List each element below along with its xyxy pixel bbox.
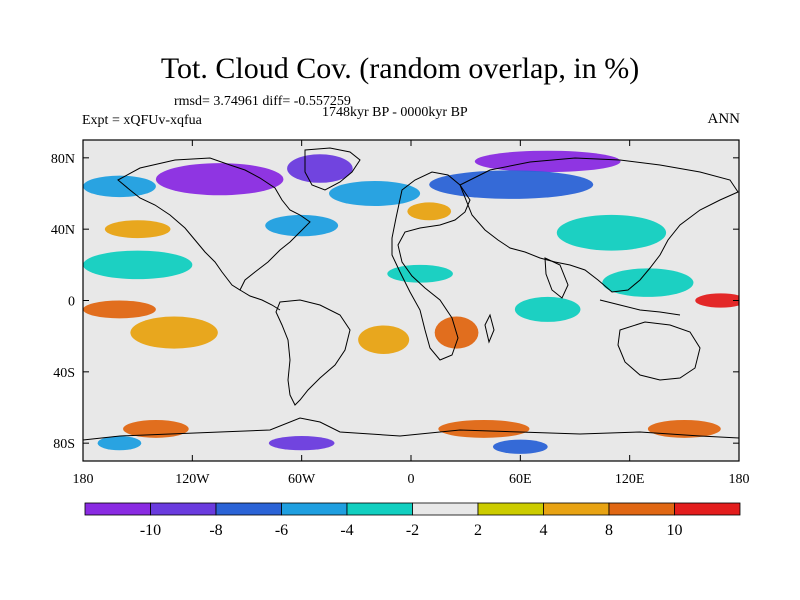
- anomaly-east-asia-band: [556, 214, 667, 251]
- coastline-central-america: [239, 289, 281, 311]
- anomaly-southern-ocean-warm-2: [438, 419, 530, 438]
- coastline-south-america: [275, 299, 351, 406]
- lat-tick-label: 0: [68, 295, 75, 310]
- anomaly-greenland-north: [287, 154, 353, 183]
- lat-tick-label: 80N: [51, 152, 75, 167]
- colorbar-swatch: [84, 502, 151, 516]
- colorbar-swatch: [281, 502, 348, 516]
- anomaly-north-pacific-warm: [104, 220, 171, 239]
- lon-tick-label: 120W: [175, 472, 210, 487]
- colorbar-label: -2: [406, 522, 419, 539]
- colorbar-swatch: [412, 502, 479, 516]
- anomaly-north-atlantic: [329, 181, 421, 206]
- anomaly-north-africa: [387, 264, 453, 283]
- colorbar-swatch: [477, 502, 544, 516]
- stats-text: rmsd= 3.74961 diff= -0.557259: [174, 94, 351, 109]
- colorbar-label: 8: [605, 522, 613, 539]
- anomaly-indian-ocean: [514, 296, 581, 322]
- anomaly-tropical-pacific-west: [695, 293, 739, 308]
- colorbar-label: 2: [474, 522, 482, 539]
- coastline-indonesia: [599, 299, 681, 316]
- anomaly-antarctic-cold-3: [97, 436, 142, 451]
- colorbar-label: -8: [209, 522, 222, 539]
- coastline-india: [544, 257, 569, 299]
- coastline-madagascar: [484, 313, 495, 344]
- anomaly-layer: [83, 150, 739, 454]
- coastline-australia: [617, 321, 701, 381]
- map-area: [82, 139, 740, 462]
- anomaly-south-pacific: [130, 316, 218, 349]
- coastline-asia: [459, 157, 739, 293]
- anomaly-west-pacific-tropics: [602, 268, 694, 297]
- longitude-ticks: 180 120W 60W 0 60E 120E 180: [73, 140, 750, 487]
- lat-tick-label: 40S: [53, 366, 75, 381]
- colorbar-swatch: [543, 502, 610, 516]
- anomaly-central-pacific-warm: [83, 300, 156, 319]
- lon-tick-label: 60W: [288, 472, 316, 487]
- colorbar-label: -6: [275, 522, 288, 539]
- anomaly-arctic-canada: [155, 163, 284, 196]
- anomaly-south-atlantic: [358, 325, 410, 354]
- colorbar-label: -4: [340, 522, 353, 539]
- anomaly-mid-atlantic-cold: [265, 214, 339, 237]
- anomaly-southern-ocean-warm-1: [123, 419, 189, 438]
- season-text: ANN: [707, 111, 741, 127]
- coastline-north-america: [117, 157, 311, 291]
- coastlines: [83, 147, 739, 441]
- lon-tick-label: 120E: [615, 472, 645, 487]
- anomaly-antarctic-cold-2: [492, 439, 548, 454]
- anomaly-eastern-pacific-cold: [83, 250, 193, 280]
- anomaly-antarctic-cold-1: [268, 436, 335, 451]
- lon-tick-label: 60E: [509, 472, 532, 487]
- period-text: 1748kyr BP - 0000kyr BP: [322, 105, 468, 120]
- anomaly-europe-warm: [407, 202, 452, 221]
- colorbar: -10 -8 -6 -4 -2 2 4 8 10: [84, 502, 741, 539]
- lat-tick-label: 80S: [53, 437, 75, 452]
- colorbar-swatch: [150, 502, 217, 516]
- colorbar-swatch: [346, 502, 413, 516]
- coastline-europe-africa: [391, 171, 471, 361]
- latitude-ticks: 80N 40N 0 40S 80S: [51, 152, 739, 452]
- experiment-text: Expt = xQFUv-xqfua: [82, 113, 202, 128]
- colorbar-swatch: [608, 502, 675, 516]
- anomaly-siberia-north: [474, 150, 621, 173]
- colorbar-label: 4: [540, 522, 548, 539]
- colorbar-label: 10: [667, 522, 683, 539]
- coastline-greenland: [304, 147, 361, 191]
- lon-tick-label: 180: [73, 472, 94, 487]
- lon-tick-label: 180: [729, 472, 750, 487]
- lat-tick-label: 40N: [51, 223, 75, 238]
- lon-tick-label: 0: [408, 472, 415, 487]
- colorbar-label: -10: [140, 522, 161, 539]
- colorbar-swatch: [215, 502, 282, 516]
- coastline-antarctica: [83, 417, 739, 441]
- anomaly-north-asia: [429, 170, 594, 199]
- colorbar-swatch: [674, 502, 741, 516]
- anomaly-north-pacific: [83, 175, 156, 198]
- map-title: Tot. Cloud Cov. (random overlap, in %): [160, 52, 640, 85]
